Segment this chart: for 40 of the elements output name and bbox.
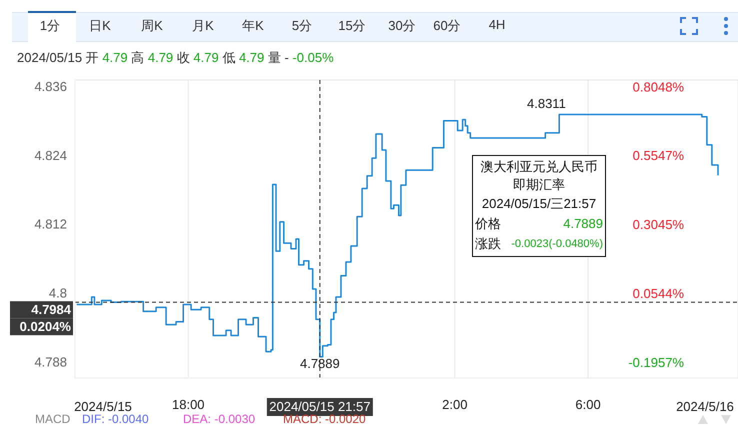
annotation: -0.0023(-0.0480%) [511, 237, 603, 252]
text: 4H [488, 17, 506, 32]
text: 60分 [432, 17, 462, 35]
annotation: 4.8311 [527, 96, 566, 111]
x-tick-label: 18:00 [172, 397, 205, 412]
text: 月K [191, 17, 215, 35]
x-tick-label: 2:00 [442, 397, 468, 412]
text: 周K [140, 17, 164, 35]
y-tick-label: 4.788 [34, 354, 67, 370]
text: 年K [241, 17, 265, 35]
text: 日K [88, 17, 112, 35]
y-tick-label: 4.8 [48, 286, 67, 301]
text: MACD [35, 412, 70, 426]
x-tick-label: 6:00 [575, 397, 601, 412]
y-tick-label: 4.812 [34, 216, 67, 232]
text: 30分 [387, 17, 417, 35]
annotation: 4.7889 [300, 356, 340, 371]
text: 1分 [38, 17, 62, 35]
text: 5分 [290, 17, 314, 35]
y2-tick-label: 0.5547% [632, 148, 684, 164]
text: MACD: -0.0020 [283, 412, 366, 426]
annotation: 4.7889 [563, 215, 603, 233]
text: DEA: -0.0030 [183, 412, 256, 426]
annotation: 涨跌 [475, 235, 501, 253]
text: 2024/5/15 [74, 399, 132, 414]
text: DIF: -0.0040 [82, 412, 149, 426]
text: 2024/05/15 开 4.79 高 4.79 收 4.79 低 4.79 量 - -0.05% [17, 50, 334, 65]
y-tick-label: 4.824 [34, 148, 67, 163]
annotation: 2024/05/15/三21:57 [480, 195, 598, 213]
text: 15分 [337, 17, 367, 35]
ref-line-label: 4.7984 0.0204% [20, 302, 72, 334]
y2-tick-label: 0.0544% [632, 286, 684, 302]
ref-line-label: 2024/05/15 21:57 [269, 399, 370, 414]
annotation: 价格 [475, 215, 501, 233]
y-tick-label: 4.836 [34, 78, 67, 94]
y2-tick-label: 0.3045% [632, 217, 684, 232]
y2-tick-label: -0.1957% [628, 354, 684, 370]
text: 2024/5/16 [675, 399, 735, 414]
annotation: 澳大利亚元兑人民币即期汇率 [480, 158, 598, 194]
y2-tick-label: 0.8048% [632, 79, 684, 94]
